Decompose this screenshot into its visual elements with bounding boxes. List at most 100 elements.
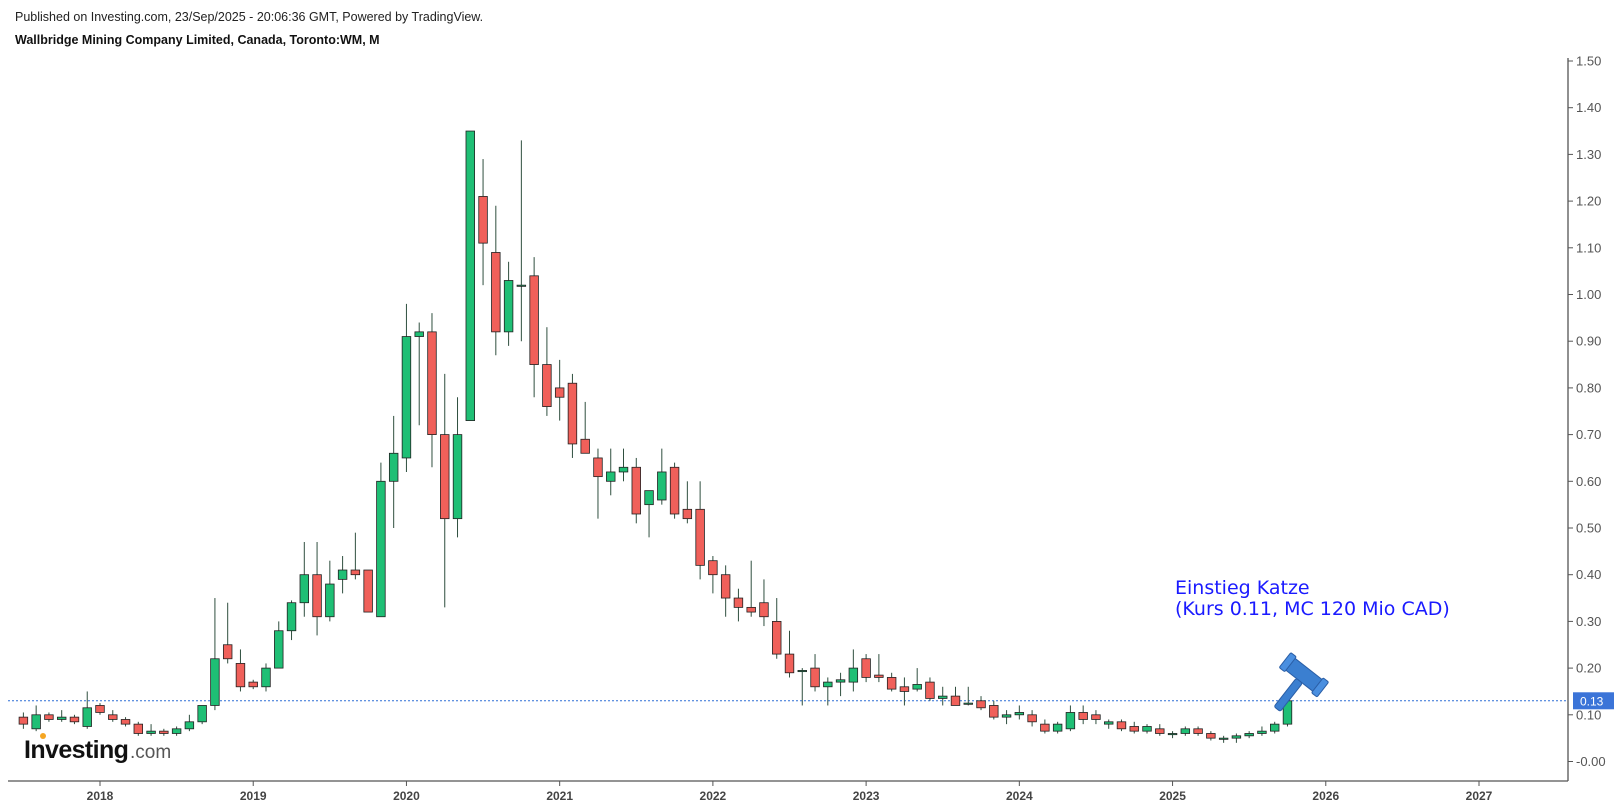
y-tick-label: 0.40: [1576, 567, 1601, 582]
candle-body-down: [133, 723, 144, 734]
candle-body-up: [644, 490, 654, 506]
candle-body-up: [171, 728, 182, 734]
candle: [784, 630, 795, 678]
annotation-line-2: (Kurs 0.11, MC 120 Mio CAD): [1175, 598, 1450, 620]
candle: [427, 313, 437, 468]
candle-body-down: [248, 681, 258, 688]
candle-body-up: [299, 574, 309, 604]
chart-axes: [8, 58, 1569, 782]
y-tick-label: 1.50: [1576, 54, 1601, 69]
x-axis-ticks: 2018 2019 2020 2021 2022 2023 2024 2025 2026 2027: [87, 781, 1493, 803]
candle-body-up: [1231, 735, 1242, 739]
y-tick-label: 0.30: [1576, 614, 1601, 629]
candle: [708, 556, 718, 594]
candle: [810, 654, 820, 692]
candle-body-up: [274, 630, 284, 669]
candle-body-up: [197, 705, 207, 723]
candle-body-down: [810, 667, 820, 688]
candle-body-up: [1052, 723, 1063, 732]
candle: [1078, 705, 1088, 725]
candle: [274, 621, 284, 669]
logo-dot-icon: [40, 733, 46, 739]
candle: [388, 415, 399, 528]
candle-body-down: [1155, 728, 1165, 734]
candle: [963, 686, 973, 706]
candle: [1180, 726, 1191, 736]
candle: [861, 654, 871, 683]
investing-logo: Investing .com: [24, 733, 171, 764]
candle: [733, 588, 744, 622]
candle: [938, 686, 948, 706]
x-tick-label: 2026: [1312, 789, 1339, 803]
candle: [848, 649, 859, 692]
candle-body-up: [414, 331, 424, 337]
candle-body-up: [184, 721, 195, 730]
candle: [312, 542, 322, 636]
candle-body-down: [1040, 723, 1050, 732]
candle: [108, 710, 118, 722]
candle: [159, 728, 169, 736]
candle-body-down: [159, 730, 169, 734]
candle: [746, 560, 756, 617]
candle: [452, 397, 463, 538]
candle-body-up: [1167, 733, 1178, 736]
x-tick-label: 2023: [853, 789, 880, 803]
candle-body-up: [963, 702, 973, 705]
candle: [286, 600, 297, 641]
candle: [1116, 719, 1127, 732]
candle: [835, 672, 846, 697]
candle-body-down: [542, 364, 552, 407]
candle-body-down: [925, 681, 935, 699]
candle: [1091, 710, 1101, 725]
candle: [44, 712, 54, 722]
candle: [618, 448, 629, 482]
candle-body-down: [108, 714, 118, 720]
candle: [682, 481, 693, 524]
candle: [184, 714, 195, 732]
candle: [1257, 726, 1267, 736]
candle-body-up: [1104, 721, 1114, 725]
candle: [1142, 724, 1152, 734]
candle: [1270, 721, 1280, 734]
candle-body-down: [44, 714, 54, 720]
candle-body-down: [682, 508, 693, 520]
candle: [912, 668, 922, 692]
candle-body-down: [427, 331, 437, 435]
candle-body-up: [503, 280, 514, 333]
candle: [414, 322, 424, 426]
candle-body-down: [874, 674, 884, 678]
candle: [580, 401, 590, 454]
candle-body-down: [1078, 712, 1088, 720]
candle: [440, 373, 450, 608]
candle-body-up: [31, 714, 41, 730]
x-tick-label: 2019: [240, 789, 267, 803]
candle-body-down: [1116, 721, 1127, 730]
candle: [899, 677, 910, 706]
y-tick-label: 1.10: [1576, 240, 1601, 255]
candle-body-down: [1091, 714, 1101, 720]
candle: [759, 579, 769, 627]
candle-body-down: [235, 663, 246, 688]
candle: [593, 448, 603, 519]
candle: [401, 303, 412, 472]
candle: [350, 532, 361, 580]
candle: [1065, 705, 1076, 732]
candle: [989, 700, 999, 720]
current-price-label: 0.13: [1580, 694, 1604, 708]
candle: [1014, 705, 1025, 720]
candle-body-down: [120, 719, 131, 725]
candle-body-up: [261, 667, 271, 688]
candle: [261, 663, 271, 692]
candle-body-down: [593, 457, 603, 478]
candle-body-up: [1244, 733, 1254, 737]
candle-body-up: [146, 730, 156, 734]
candle: [56, 710, 67, 722]
candle: [235, 649, 246, 692]
logo-suffix: .com: [130, 742, 171, 763]
x-tick-label: 2020: [393, 789, 420, 803]
candle: [491, 205, 501, 356]
candle: [886, 672, 897, 692]
candle: [976, 696, 986, 711]
candle: [1040, 719, 1050, 734]
